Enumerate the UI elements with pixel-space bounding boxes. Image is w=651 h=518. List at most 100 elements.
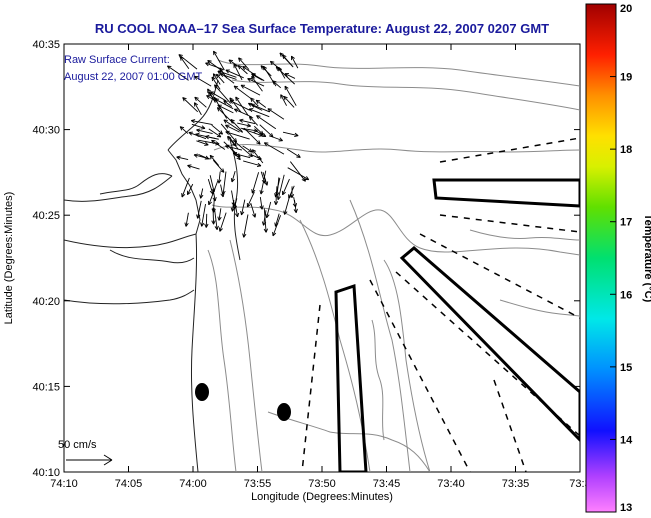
map-title: RU COOL NOAA–17 Sea Surface Temperature:… bbox=[95, 21, 549, 36]
y-tick-label: 40:20 bbox=[32, 296, 60, 308]
current-vector bbox=[250, 202, 257, 218]
current-vector bbox=[242, 145, 253, 153]
current-vector bbox=[289, 161, 306, 182]
x-tick-label: 73:50 bbox=[308, 478, 336, 490]
current-vector bbox=[223, 141, 241, 158]
current-vector bbox=[190, 119, 213, 125]
current-vector bbox=[240, 199, 246, 216]
current-vector bbox=[230, 200, 235, 212]
current-vector bbox=[182, 97, 199, 113]
current-vector bbox=[227, 136, 239, 150]
current-vector bbox=[243, 160, 262, 168]
current-vector bbox=[265, 201, 272, 219]
x-tick-label: 73:35 bbox=[502, 478, 530, 490]
current-vector bbox=[269, 135, 283, 142]
current-vector bbox=[196, 128, 213, 134]
current-vector bbox=[221, 171, 227, 195]
current-vector bbox=[283, 95, 295, 108]
y-tick-label: 40:15 bbox=[32, 381, 60, 393]
current-vector bbox=[167, 65, 189, 81]
current-vector bbox=[290, 55, 299, 69]
current-vector bbox=[273, 186, 279, 206]
x-tick-label: 73:40 bbox=[437, 478, 465, 490]
current-vector bbox=[267, 108, 285, 120]
current-vector bbox=[263, 142, 285, 155]
current-vector bbox=[217, 104, 234, 114]
current-vector bbox=[187, 164, 200, 170]
current-vector bbox=[214, 208, 219, 230]
current-vector bbox=[193, 153, 211, 160]
current-vector bbox=[248, 108, 270, 118]
current-vector bbox=[212, 190, 217, 202]
current-vector bbox=[240, 84, 261, 96]
x-tick-label: 73:55 bbox=[244, 478, 272, 490]
current-vector bbox=[288, 185, 295, 199]
annotation-line-1: Raw Surface Current: bbox=[64, 54, 170, 66]
x-tick-label: 73:3 bbox=[569, 478, 590, 490]
colorbar-tick-label: 19 bbox=[620, 72, 632, 84]
polygon-south bbox=[334, 283, 368, 472]
current-vector bbox=[194, 75, 212, 87]
current-vector bbox=[206, 95, 218, 102]
current-vector bbox=[256, 115, 277, 130]
current-vector bbox=[263, 208, 268, 233]
colorbar-gradient bbox=[585, 3, 617, 513]
station-marker-east bbox=[277, 403, 291, 421]
current-vector bbox=[208, 91, 216, 103]
current-vector bbox=[217, 70, 235, 84]
current-vector bbox=[209, 154, 220, 166]
coastline bbox=[64, 79, 241, 472]
current-vector bbox=[207, 179, 214, 195]
colorbar-label: Temperature (°C) bbox=[642, 214, 651, 303]
colorbar-tick-label: 16 bbox=[620, 289, 632, 301]
y-axis-ticks: 40:35 40:30 40:25 40:20 40:15 40:10 bbox=[32, 39, 580, 479]
current-vector bbox=[284, 85, 297, 106]
current-vector bbox=[179, 126, 189, 134]
current-vector bbox=[211, 124, 224, 135]
current-vector bbox=[234, 108, 252, 118]
colorbar-tick-label: 20 bbox=[620, 3, 632, 15]
y-tick-label: 40:35 bbox=[32, 39, 60, 51]
current-vector bbox=[217, 208, 222, 221]
y-tick-label: 40:30 bbox=[32, 125, 60, 137]
current-vector bbox=[250, 154, 262, 160]
colorbar-tick-label: 18 bbox=[620, 144, 632, 156]
colorbar-tick-label: 13 bbox=[620, 502, 632, 514]
station-marker-west bbox=[195, 383, 209, 401]
current-vector bbox=[262, 65, 277, 87]
current-vector bbox=[194, 102, 202, 116]
current-vector bbox=[242, 214, 249, 238]
current-vector bbox=[282, 54, 293, 67]
current-vector bbox=[230, 170, 236, 183]
current-vector bbox=[195, 132, 216, 139]
colorbar-tick-label: 15 bbox=[620, 362, 632, 374]
current-vector bbox=[239, 118, 256, 125]
current-vector bbox=[223, 100, 233, 107]
current-vector bbox=[199, 188, 204, 199]
current-vector bbox=[238, 57, 250, 70]
x-axis-ticks: 74:10 74:05 74:00 73:55 73:50 73:45 73:40 73:35… bbox=[50, 44, 591, 490]
current-vector bbox=[243, 127, 261, 145]
current-vector bbox=[196, 200, 202, 219]
current-vector bbox=[212, 73, 221, 85]
x-axis-label: Longitude (Degrees:Minutes) bbox=[251, 491, 393, 503]
current-vector bbox=[229, 100, 250, 111]
colorbar-tick-label: 17 bbox=[620, 217, 632, 229]
current-vector bbox=[213, 50, 225, 71]
current-vector bbox=[286, 148, 301, 158]
current-vector bbox=[198, 139, 220, 146]
current-vector bbox=[233, 85, 251, 99]
current-vector bbox=[212, 159, 225, 173]
current-vector bbox=[234, 204, 240, 218]
current-vector bbox=[207, 59, 222, 71]
current-vector bbox=[251, 73, 265, 82]
colorbar: 20 19 18 17 16 15 14 13 Temperature (°C) bbox=[585, 3, 651, 514]
current-vector bbox=[218, 212, 227, 232]
annotation-line-2: August 22, 2007 01:00 GMT bbox=[64, 71, 202, 83]
current-vector bbox=[217, 171, 222, 184]
current-vector bbox=[274, 213, 280, 227]
current-vector bbox=[251, 149, 264, 164]
current-vector bbox=[248, 116, 259, 126]
current-vector bbox=[216, 73, 225, 84]
current-vector bbox=[209, 175, 216, 193]
